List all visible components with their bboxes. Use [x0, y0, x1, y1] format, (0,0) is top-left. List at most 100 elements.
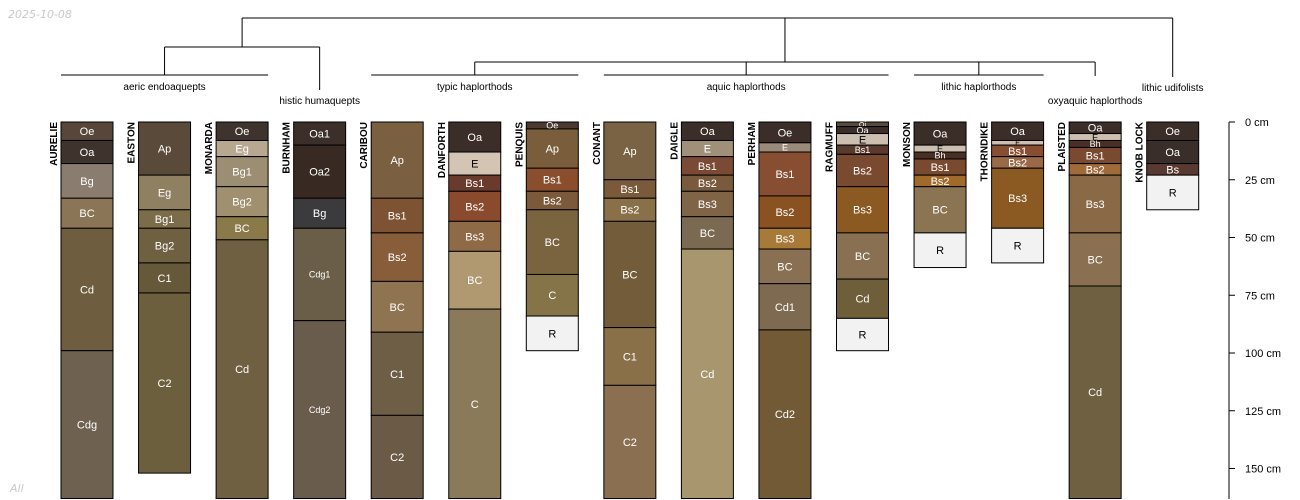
horizon-label-caribou-c1: C1: [390, 369, 404, 381]
horizon-label-penquis-oe: Oe: [546, 121, 558, 131]
horizon-label-monarda-cd: Cd: [235, 364, 249, 376]
profile-name-plaisted: PLAISTED: [1057, 122, 1068, 171]
horizon-label-conant-c1: C1: [623, 351, 637, 363]
profile-name-perham: PERHAM: [747, 122, 758, 165]
horizon-label-daigle-bs3: Bs3: [698, 199, 717, 211]
group-label-oxyaquic-haplorthods: oxyaquic haplorthods: [1048, 96, 1143, 107]
group-label-typic-haplorthods: typic haplorthods: [437, 82, 513, 93]
horizon-label-caribou-bc: BC: [390, 302, 405, 314]
horizon-conant-c1: [603, 327, 657, 386]
horizon-label-knob-lock-oe: Oe: [1165, 126, 1180, 138]
horizon-danforth-bc: [448, 250, 502, 310]
horizon-danforth-bs2: [448, 190, 502, 222]
horizon-label-easton-c1: C1: [158, 273, 172, 285]
horizon-label-penquis-r: R: [548, 328, 556, 340]
depth-tick-label-25: 25 cm: [1245, 175, 1275, 187]
horizon-label-knob-lock-r: R: [1169, 187, 1177, 199]
profile-name-caribou: CARIBOU: [359, 122, 370, 169]
horizon-perham-bc: [758, 248, 812, 285]
horizon-daigle-bs3: [680, 190, 734, 218]
group-label-lithic-udifolists: lithic udifolists: [1142, 83, 1204, 94]
horizon-label-penquis-c: C: [548, 290, 556, 302]
horizon-label-perham-bs2: Bs2: [775, 207, 794, 219]
horizon-label-penquis-bs2: Bs2: [543, 196, 562, 208]
horizon-label-danforth-bs2: Bs2: [465, 201, 484, 213]
profile-name-burnham: BURNHAM: [282, 122, 293, 174]
horizon-label-caribou-bs1: Bs1: [388, 211, 407, 223]
horizon-penquis-ap: [525, 128, 579, 169]
horizon-label-plaisted-bs1: Bs1: [1086, 150, 1105, 162]
horizon-label-burnham-bg: Bg: [313, 208, 326, 220]
group-label-aquic-haplorthods: aquic haplorthods: [707, 82, 786, 93]
horizon-label-perham-e: E: [782, 143, 788, 153]
horizon-label-thorndike-bs3: Bs3: [1008, 193, 1027, 205]
horizon-aurelie-cdg: [60, 350, 114, 500]
horizon-monson-bc: [913, 186, 967, 234]
horizon-label-easton-ap: Ap: [158, 144, 171, 156]
horizon-label-aurelie-cd: Cd: [80, 284, 94, 296]
profile-name-knob-lock: KNOB LOCK: [1135, 121, 1146, 182]
horizon-monarda-bg2: [215, 186, 269, 218]
depth-tick-label-150: 150 cm: [1245, 464, 1281, 476]
horizon-label-daigle-bs1: Bs1: [698, 161, 717, 173]
horizon-label-ragmuff-bc: BC: [855, 251, 870, 263]
horizon-plaisted-cd: [1068, 285, 1122, 500]
horizon-label-ragmuff-bs1: Bs1: [855, 145, 871, 155]
horizon-burnham-oa2: [293, 144, 347, 199]
depth-tick-label-50: 50 cm: [1245, 233, 1275, 245]
horizon-label-plaisted-cd: Cd: [1088, 387, 1102, 399]
profile-name-monson: MONSON: [902, 122, 913, 167]
horizon-perham-cd2: [758, 329, 812, 500]
horizon-label-plaisted-bs3: Bs3: [1086, 199, 1105, 211]
horizon-label-aurelie-bc: BC: [79, 208, 94, 220]
horizon-label-aurelie-cdg: Cdg: [77, 420, 97, 432]
horizon-conant-c2: [603, 384, 657, 500]
horizon-label-danforth-bc: BC: [467, 275, 482, 287]
depth-tick-label-75: 75 cm: [1245, 290, 1275, 302]
horizon-label-burnham-cdg1: Cdg1: [309, 270, 331, 280]
horizon-label-thorndike-r: R: [1014, 241, 1022, 253]
horizon-label-easton-c2: C2: [158, 378, 172, 390]
horizon-label-easton-bg1: Bg1: [155, 214, 175, 226]
horizon-label-ragmuff-bs2: Bs2: [853, 165, 872, 177]
horizon-thorndike-bs3: [991, 167, 1045, 229]
profile-name-ragmuff: RAGMUFF: [825, 122, 836, 172]
profile-name-aurelie: AURELIE: [49, 122, 60, 166]
horizon-label-knob-lock-bs: Bs: [1166, 164, 1179, 176]
horizon-burnham-cdg1: [293, 227, 347, 322]
horizon-label-monarda-bg2: Bg2: [232, 197, 252, 209]
horizon-label-burnham-oa2: Oa2: [309, 167, 330, 179]
horizon-label-ragmuff-oa: Oa: [856, 125, 868, 135]
horizon-daigle-bc: [680, 216, 734, 250]
horizon-easton-ap: [138, 121, 192, 176]
horizon-penquis-bc: [525, 209, 579, 275]
horizon-label-perham-bs1: Bs1: [775, 169, 794, 181]
group-label-aeric-endoaquepts: aeric endoaquepts: [123, 82, 205, 93]
horizon-conant-bc: [603, 220, 657, 329]
horizon-perham-bs1: [758, 151, 812, 197]
horizon-label-perham-oe: Oe: [778, 127, 793, 139]
horizon-label-penquis-bs1: Bs1: [543, 175, 562, 187]
horizon-label-plaisted-bh: Bh: [1090, 139, 1101, 149]
horizon-label-monson-bs1: Bs1: [931, 162, 950, 174]
horizon-ragmuff-cd: [836, 278, 889, 319]
profile-name-monarda: MONARDA: [204, 122, 215, 174]
horizon-label-ragmuff-cd: Cd: [855, 294, 869, 306]
depth-tick-label-100: 100 cm: [1245, 348, 1281, 360]
horizon-label-penquis-ap: Ap: [546, 144, 559, 156]
horizon-label-caribou-c2: C2: [390, 452, 404, 464]
corner-label: All: [10, 482, 24, 495]
horizon-label-plaisted-oa: Oa: [1088, 123, 1104, 135]
horizon-label-ragmuff-oi: Oi: [859, 122, 866, 129]
depth-tick-label-125: 125 cm: [1245, 406, 1281, 418]
horizon-aurelie-bc: [60, 197, 114, 229]
horizon-label-monarda-oe: Oe: [235, 126, 250, 138]
horizon-label-perham-bc: BC: [777, 261, 792, 273]
horizon-label-plaisted-bc: BC: [1088, 254, 1103, 266]
horizon-label-daigle-bs2: Bs2: [698, 178, 717, 190]
horizon-monarda-cd: [215, 239, 269, 500]
profile-name-thorndike: THORNDIKE: [980, 122, 991, 182]
horizon-knob-lock-r: [1146, 174, 1200, 211]
horizon-label-monson-r: R: [936, 245, 944, 257]
